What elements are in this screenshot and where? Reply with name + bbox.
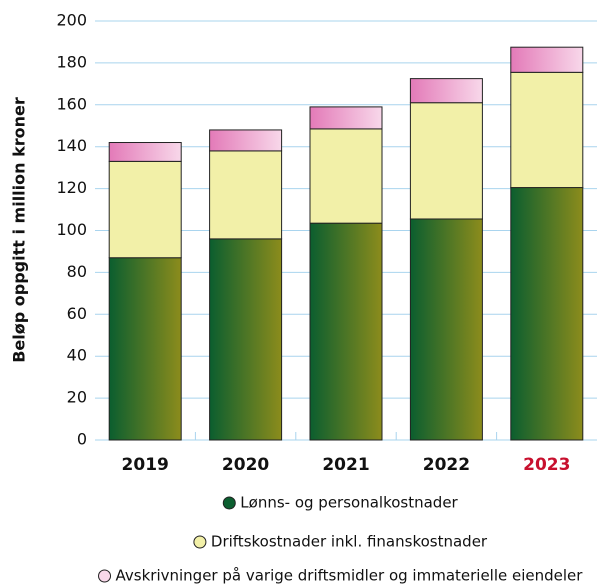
y-tick-label: 160 [56, 94, 87, 113]
x-tick-label: 2023 [523, 455, 570, 475]
bar-segment [409, 78, 483, 104]
y-tick-label: 200 [56, 11, 87, 30]
y-tick-label: 100 [56, 220, 87, 239]
bar-segment [209, 129, 283, 152]
y-tick-label: 20 [67, 388, 87, 407]
bar-segment [108, 257, 182, 441]
x-tick-label: 2022 [423, 455, 470, 475]
y-tick-label: 140 [56, 136, 87, 155]
bar-segment [409, 218, 483, 441]
legend-marker [193, 535, 207, 549]
legend-label: Driftskostnader inkl. finanskostnader [211, 533, 488, 551]
bar-segment [510, 71, 584, 189]
x-tick-label: 2021 [322, 455, 369, 475]
bar-segment [209, 150, 283, 240]
y-tick-label: 60 [67, 304, 87, 323]
legend-marker [98, 569, 112, 583]
legend-marker [222, 496, 236, 510]
bar-segment [309, 106, 383, 130]
y-tick-label: 0 [77, 430, 87, 449]
legend-label: Lønns- og personalkostnader [240, 494, 458, 512]
bar-segment [409, 102, 483, 220]
bar-segment [108, 160, 182, 259]
bar-segment [209, 238, 283, 441]
bar-segment [510, 187, 584, 441]
y-axis-label: Beløp oppgitt i million kroner [10, 97, 29, 363]
x-tick-label: 2020 [222, 455, 269, 475]
y-tick-label: 80 [67, 262, 87, 281]
y-tick-label: 180 [56, 52, 87, 71]
bar-segment [309, 128, 383, 224]
y-tick-label: 40 [67, 346, 87, 365]
legend-label: Avskrivninger på varige driftsmidler og … [116, 567, 584, 585]
x-tick-label: 2019 [122, 455, 169, 475]
bar-segment [510, 46, 584, 73]
y-tick-label: 120 [56, 178, 87, 197]
bar-segment [309, 222, 383, 441]
bar-segment [108, 142, 182, 162]
